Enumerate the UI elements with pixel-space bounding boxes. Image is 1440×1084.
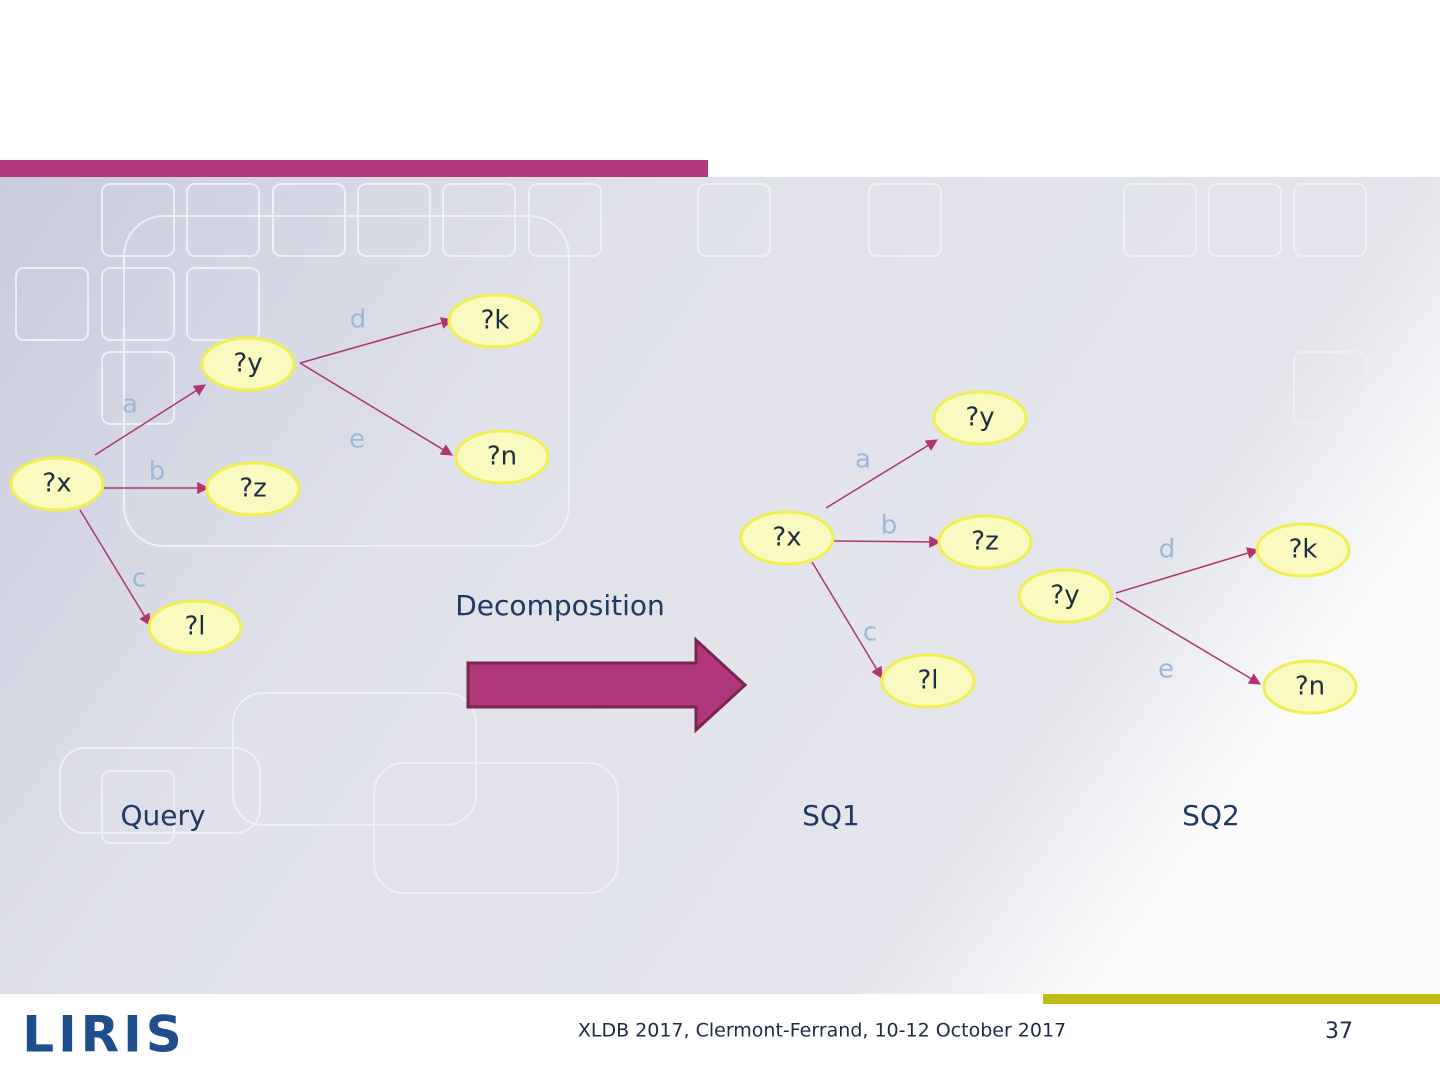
node-shape — [739, 510, 835, 566]
decor — [15, 183, 1367, 894]
node-label: ?y — [1050, 581, 1079, 611]
node-label: ?z — [971, 527, 998, 557]
edge — [825, 439, 939, 509]
node-label: ?x — [772, 523, 801, 553]
node-shape — [1262, 659, 1358, 715]
edge — [832, 535, 942, 548]
node-shape — [447, 293, 543, 349]
edge-label: e — [349, 425, 365, 455]
node: ?y — [1017, 568, 1113, 624]
node-label: ?k — [1289, 535, 1318, 565]
node-label: ?l — [184, 612, 205, 642]
node-label: ?y — [965, 403, 994, 433]
arrow — [466, 636, 748, 734]
node-shape — [880, 653, 976, 709]
accent-bar — [1043, 994, 1440, 1004]
graph-label: Query — [120, 799, 205, 832]
edge-label: c — [863, 618, 877, 648]
node: ?k — [447, 293, 543, 349]
edge-label: e — [1158, 655, 1174, 685]
node: ?n — [454, 429, 550, 485]
edge — [299, 317, 454, 364]
edge — [94, 384, 207, 456]
node: ?l — [147, 599, 243, 655]
edge — [79, 509, 151, 627]
node-label: ?l — [917, 666, 938, 696]
logo: LIRIS — [22, 1006, 186, 1064]
node-label: ?k — [481, 306, 510, 336]
node-shape — [147, 599, 243, 655]
edge — [1115, 547, 1260, 594]
graph-label: SQ2 — [1182, 799, 1240, 832]
edge-label: b — [881, 511, 898, 541]
node: ?x — [9, 456, 105, 512]
accent-bar — [0, 160, 708, 177]
edge-label: a — [122, 390, 138, 420]
footer-text: XLDB 2017, Clermont-Ferrand, 10-12 Octob… — [578, 1020, 1066, 1042]
page-number: 37 — [1325, 1019, 1353, 1044]
node: ?l — [880, 653, 976, 709]
node-label: ?z — [239, 474, 266, 504]
node: ?z — [937, 514, 1033, 570]
edge — [1115, 597, 1262, 685]
diagram: a b c d e a b c d e ?x ?y ?z ?l ?k ?n ?x ?y ?z ?l ?y ?k ?n — [9, 293, 1358, 715]
edge-label: a — [855, 445, 871, 475]
edge — [299, 362, 454, 456]
node-shape — [1255, 522, 1351, 578]
node-shape — [9, 456, 105, 512]
edge-label: d — [350, 305, 367, 335]
node-shape — [454, 429, 550, 485]
node: ?k — [1255, 522, 1351, 578]
content-background — [0, 177, 1440, 994]
node-label: ?x — [42, 469, 71, 499]
node: ?n — [1262, 659, 1358, 715]
node-shape — [205, 461, 301, 517]
node: ?y — [932, 390, 1028, 446]
node-shape — [932, 390, 1028, 446]
node: ?z — [205, 461, 301, 517]
operation-label: Decomposition — [455, 589, 665, 622]
edge-label: d — [1159, 535, 1176, 565]
edge-label: b — [149, 457, 166, 487]
edge-label: c — [132, 564, 146, 594]
node-label: ?y — [233, 349, 262, 379]
node-shape — [937, 514, 1033, 570]
node-label: ?n — [1295, 672, 1325, 702]
node-label: ?n — [487, 442, 517, 472]
node: ?x — [739, 510, 835, 566]
edge — [811, 561, 883, 680]
node-shape — [1017, 568, 1113, 624]
graph-label: SQ1 — [802, 799, 860, 832]
node-shape — [200, 336, 296, 392]
node: ?y — [200, 336, 296, 392]
